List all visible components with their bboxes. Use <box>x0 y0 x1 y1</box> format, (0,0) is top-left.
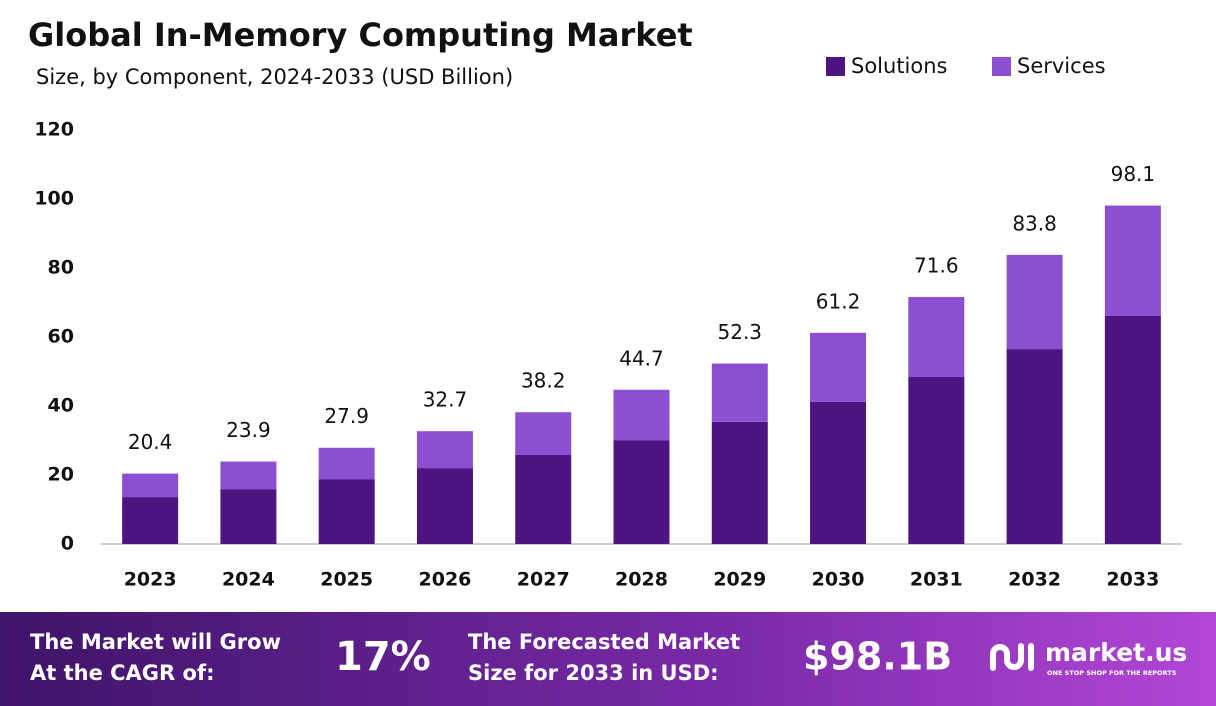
x-tick-label: 2029 <box>713 569 766 591</box>
total-label: 44.7 <box>619 346 664 370</box>
bar-segment <box>1006 254 1063 350</box>
bar-segment <box>416 468 473 544</box>
bar-segment <box>711 363 768 422</box>
bar-segment <box>515 412 572 455</box>
x-tick-label: 2028 <box>615 569 668 591</box>
bar-segment <box>122 497 179 544</box>
y-tick-label: 40 <box>48 395 74 417</box>
tagline: ONE STOP SHOP FOR THE REPORTS <box>1047 669 1177 677</box>
footer-text: The Forecasted Market <box>468 630 740 654</box>
x-tick-label: 2031 <box>910 569 963 591</box>
bar-segment <box>318 479 375 544</box>
legend-swatch <box>992 57 1011 76</box>
x-tick-label: 2032 <box>1008 569 1061 591</box>
bar-segment <box>613 389 670 441</box>
bar-segment <box>810 332 867 402</box>
footer-value: 17% <box>335 634 431 680</box>
y-tick-label: 20 <box>48 464 74 486</box>
bar-segment <box>122 473 179 498</box>
legend-label: Services <box>1017 54 1106 78</box>
y-tick-label: 0 <box>61 533 74 555</box>
x-tick-label: 2026 <box>419 569 472 591</box>
bar-segment <box>416 431 473 469</box>
total-label: 61.2 <box>816 289 861 313</box>
x-tick-label: 2025 <box>320 569 373 591</box>
total-label: 71.6 <box>914 253 959 277</box>
footer-text: At the CAGR of: <box>30 661 215 685</box>
x-tick-label: 2030 <box>812 569 865 591</box>
footer-value: $98.1B <box>803 635 952 679</box>
bar-segment <box>515 454 572 544</box>
total-label: 98.1 <box>1111 162 1156 186</box>
legend-label: Solutions <box>851 54 948 78</box>
bar-segment <box>1104 315 1161 544</box>
chart-title: Global In-Memory Computing Market <box>28 16 693 54</box>
footer-banner <box>0 612 1216 706</box>
total-label: 38.2 <box>521 369 566 393</box>
y-tick-label: 80 <box>48 257 74 279</box>
footer-text: Size for 2033 in USD: <box>468 661 719 685</box>
total-label: 83.8 <box>1012 211 1057 235</box>
bar-segment <box>220 461 277 490</box>
x-tick-label: 2023 <box>124 569 177 591</box>
logo-icon <box>990 643 1034 671</box>
x-tick-label: 2024 <box>222 569 275 591</box>
brand: market.us <box>1045 638 1187 667</box>
bar-segment <box>1006 349 1063 544</box>
total-label: 27.9 <box>324 404 369 428</box>
total-label: 32.7 <box>423 388 468 412</box>
legend-swatch <box>826 57 845 76</box>
y-tick-label: 100 <box>34 188 74 210</box>
x-tick-label: 2033 <box>1106 569 1159 591</box>
bar-segment <box>613 440 670 544</box>
legend: Solutions Services <box>826 54 1106 78</box>
bar-segment <box>318 447 375 480</box>
bar-segment <box>908 296 965 378</box>
chart-subtitle: Size, by Component, 2024-2033 (USD Billi… <box>36 65 513 89</box>
total-label: 52.3 <box>718 320 763 344</box>
total-label: 20.4 <box>128 430 173 454</box>
bar-segment <box>908 377 965 544</box>
y-tick-label: 120 <box>34 119 74 141</box>
bar-segment <box>1104 205 1161 316</box>
total-label: 23.9 <box>226 418 271 442</box>
x-tick-label: 2027 <box>517 569 570 591</box>
y-tick-label: 60 <box>48 326 74 348</box>
bar-segment <box>810 401 867 544</box>
bar-segment <box>220 489 277 544</box>
bar-segment <box>711 421 768 544</box>
footer-text: The Market will Grow <box>30 630 281 654</box>
